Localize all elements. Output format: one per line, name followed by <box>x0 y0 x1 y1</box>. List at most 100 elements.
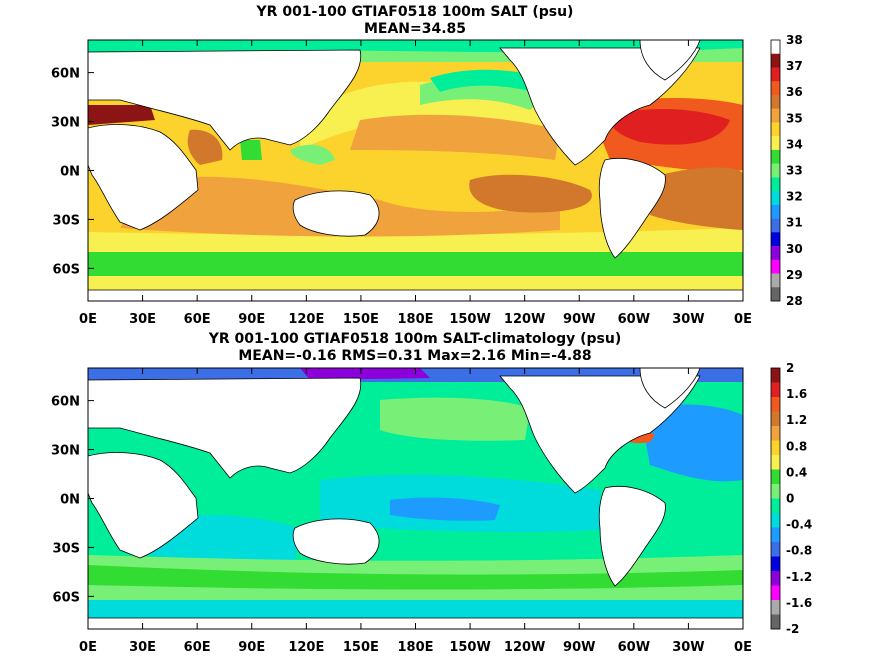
top-colorbar-swatch <box>771 204 780 219</box>
top-chart-subtitle: MEAN=34.85 <box>364 21 466 37</box>
top-colorbar-label: 33 <box>786 164 803 178</box>
bottom-colorbar-swatch <box>771 498 780 514</box>
top-field-north-atlantic-red <box>609 108 730 145</box>
top-land-australia <box>292 190 380 237</box>
top-colorbar-label: 31 <box>786 216 803 230</box>
top-colorbar-swatch <box>771 53 780 68</box>
top-field-southern-ocean <box>88 252 743 276</box>
top-colorbar-swatch <box>771 191 780 206</box>
top-colorbar-swatch <box>771 136 780 151</box>
bottom-x-tick-label: 150W <box>449 640 490 655</box>
top-land-north-america <box>499 47 701 166</box>
top-field-south-atlantic <box>650 167 743 230</box>
bottom-colorbar-swatch <box>771 426 780 441</box>
bottom-y-tick-label: 30N <box>51 444 80 459</box>
top-colorbar-swatch <box>771 232 780 247</box>
bottom-land-greenland <box>639 368 701 409</box>
top-colorbar-label: 30 <box>786 242 803 256</box>
bottom-field-tropical-pacific-blue <box>390 497 500 521</box>
top-x-tick-label: 90E <box>238 312 265 327</box>
top-field-mediterranean <box>88 105 155 125</box>
bottom-colorbar-swatch <box>771 397 780 412</box>
top-field-south-subtrop-yellow <box>88 228 743 252</box>
bottom-x-axis: 0E 30E 60E 90E 120E 150E 180E 150W 120W 90W 60W 30W… <box>79 368 752 655</box>
bottom-x-tick-label: 0E <box>79 640 97 655</box>
top-colorbar-swatch <box>771 94 780 109</box>
top-colorbar-label: 29 <box>786 268 803 282</box>
top-colorbar-swatch <box>771 149 780 164</box>
bottom-colorbar-swatch <box>771 585 780 601</box>
bottom-x-tick-label: 90E <box>238 640 265 655</box>
bottom-colorbar-label: -1.2 <box>786 570 812 584</box>
bottom-x-tick-label: 180E <box>397 640 433 655</box>
bottom-y-tick-label: 60S <box>53 590 80 605</box>
bottom-colorbar-label: 1.6 <box>786 387 807 401</box>
bottom-colorbar-swatch <box>771 542 780 557</box>
top-colorbar-frame <box>770 39 781 302</box>
top-colorbar-label: 37 <box>786 59 803 73</box>
bottom-colorbar-swatch <box>771 556 780 572</box>
top-colorbar-label: 35 <box>786 111 803 125</box>
top-colorbar-swatch <box>771 108 780 123</box>
top-colorbar-swatch <box>771 40 780 55</box>
top-colorbar-label: 38 <box>786 33 803 47</box>
bottom-colorbar-swatch <box>771 411 780 427</box>
bottom-colorbar-swatch <box>771 513 780 528</box>
bottom-map <box>88 368 743 629</box>
top-colorbar-swatch <box>771 218 780 233</box>
top-colorbar-swatch <box>771 287 780 302</box>
bottom-field-southern-lightgreen <box>88 565 743 590</box>
bottom-x-tick-label: 120E <box>288 640 324 655</box>
top-land-eurasia <box>88 49 362 151</box>
bottom-colorbar-swatch <box>771 368 780 383</box>
bottom-colorbar-swatch <box>771 382 780 398</box>
top-field-bay-of-bengal <box>240 140 262 160</box>
bottom-y-tick-label: 60N <box>51 395 80 410</box>
top-x-tick-label: 30E <box>129 312 156 327</box>
bottom-colorbar-swatch <box>771 440 780 456</box>
bottom-x-tick-label: 90W <box>563 640 595 655</box>
bottom-field-arctic-purple <box>300 368 430 380</box>
top-y-tick-label: 0N <box>60 165 80 180</box>
bottom-colorbar-label: 2 <box>786 361 794 375</box>
bottom-colorbar-swatch <box>771 600 780 615</box>
bottom-x-tick-label: 0E <box>734 640 752 655</box>
bottom-colorbar-swatch <box>771 527 780 543</box>
top-field-indo-pacific-fresh <box>290 144 335 165</box>
top-colorbar: 38 37 36 35 34 33 32 31 30 29 28 <box>770 33 803 308</box>
bottom-x-tick-label: 120W <box>504 640 545 655</box>
bottom-colorbar-label: -2 <box>786 622 799 636</box>
bottom-colorbar-label: 0.8 <box>786 439 807 453</box>
top-colorbar-label: 32 <box>786 190 803 204</box>
top-x-tick-label: 30W <box>672 312 704 327</box>
top-y-tick-label: 30N <box>51 116 80 131</box>
top-colorbar-swatch <box>771 273 780 288</box>
top-x-tick-label: 60W <box>618 312 650 327</box>
bottom-land-australia <box>292 518 380 565</box>
bottom-colorbar-swatch <box>771 614 780 630</box>
bottom-field-north-atlantic-blue <box>640 404 743 482</box>
top-land-greenland <box>639 40 701 81</box>
bottom-colorbar-label: 0 <box>786 492 794 506</box>
bottom-x-tick-label: 60W <box>618 640 650 655</box>
bottom-colorbar-swatch <box>771 484 780 499</box>
top-x-tick-label: 0E <box>734 312 752 327</box>
bottom-colorbar-swatch <box>771 571 780 586</box>
top-y-tick-label: 60N <box>51 67 80 82</box>
top-colorbar-swatch <box>771 259 780 274</box>
top-land-africa-europe <box>88 124 199 231</box>
top-field-arabian-sea <box>187 129 223 165</box>
bottom-land-eurasia <box>88 377 362 479</box>
bottom-land-north-america <box>499 375 701 494</box>
bottom-colorbar-frame <box>770 367 781 630</box>
top-colorbar-label: 34 <box>786 137 803 151</box>
top-x-axis: 0E 30E 60E 90E 120E 150E 180E 150W 120W 90W 60W 30W… <box>79 40 752 327</box>
top-x-tick-label: 150E <box>343 312 379 327</box>
bottom-colorbar-label: -1.6 <box>786 596 812 610</box>
top-colorbar-swatch <box>771 163 780 178</box>
bottom-y-axis: 60N 30N 0N 30S 60S <box>51 395 94 605</box>
bottom-y-tick-label: 30S <box>53 541 80 556</box>
top-map <box>88 40 743 301</box>
bottom-land-south-america <box>598 485 666 587</box>
